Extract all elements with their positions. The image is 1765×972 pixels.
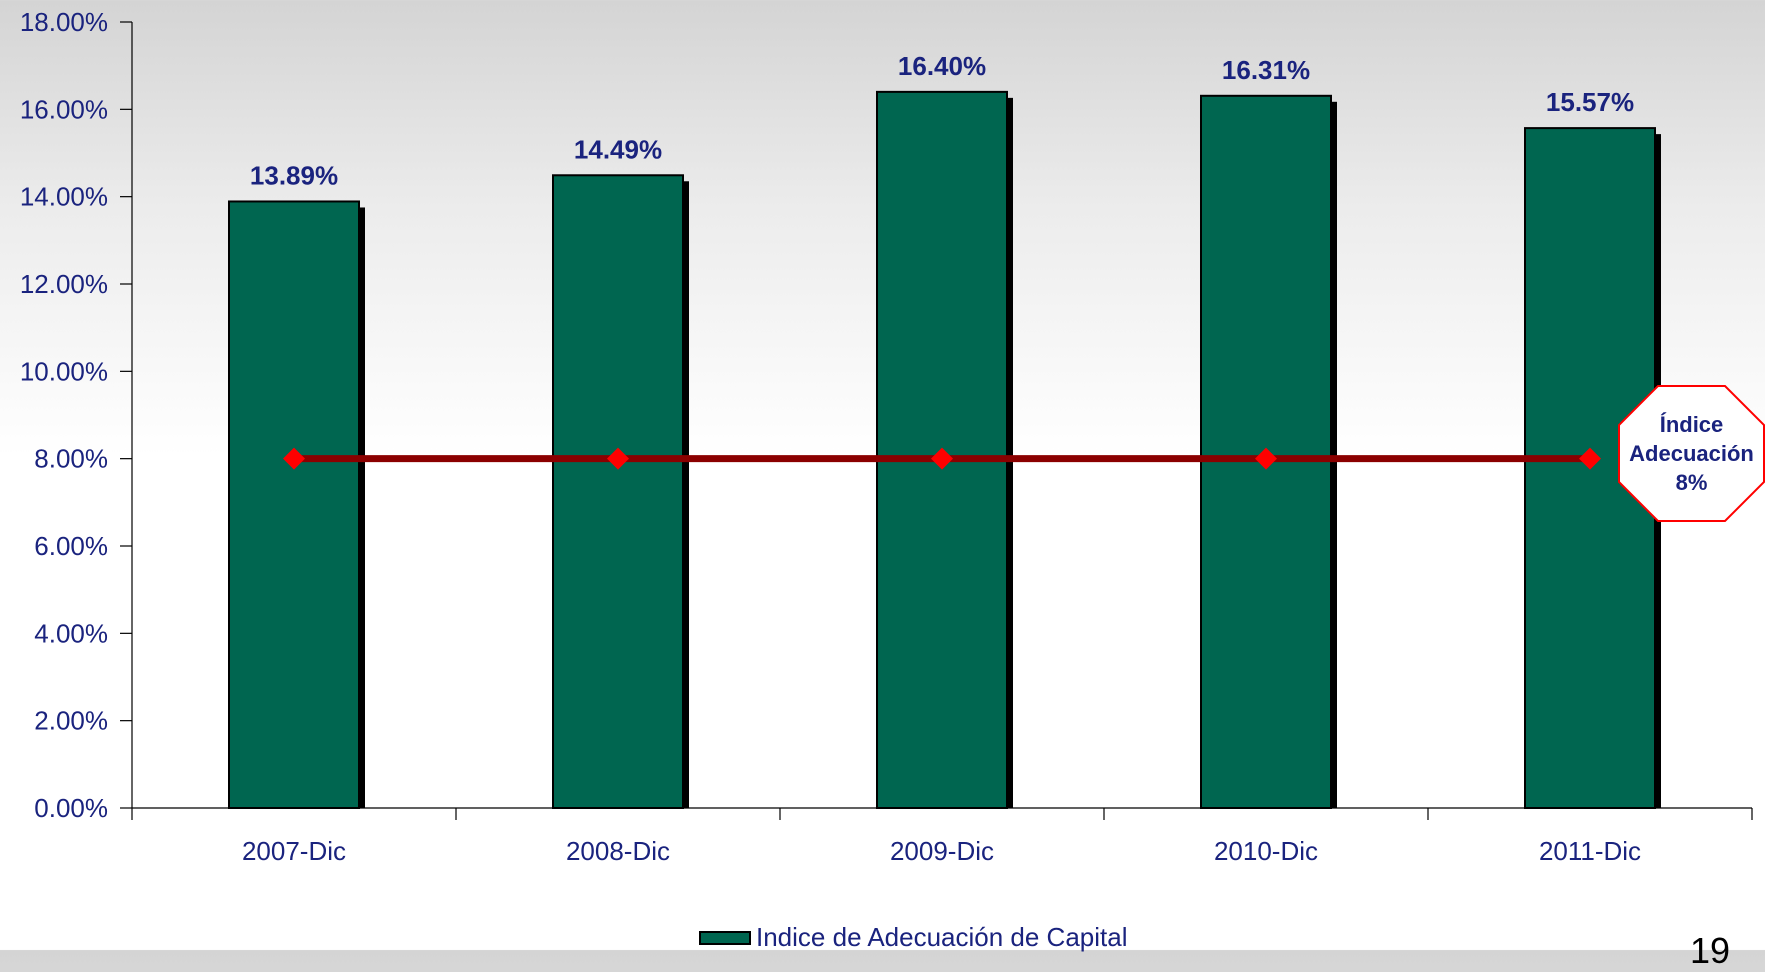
x-tick-label: 2011-Dic: [1539, 836, 1641, 866]
reference-marker: [931, 447, 953, 470]
reference-marker: [607, 447, 629, 470]
y-tick-label: 16.00%: [20, 94, 108, 124]
reference-marker: [1255, 447, 1277, 470]
callout-line-1: Índice: [1659, 412, 1724, 437]
legend: Indice de Adecuación de Capital: [699, 922, 1128, 953]
data-label: 13.89%: [250, 160, 338, 190]
bar: [552, 174, 684, 809]
y-axis: 0.00% 2.00% 4.00% 6.00% 8.00% 10.00% 12.00% 14.…: [20, 7, 133, 823]
y-tick-label: 6.00%: [34, 531, 108, 561]
callout-text: Índice Adecuación 8%: [1618, 410, 1765, 497]
x-tick-label: 2010-Dic: [1214, 836, 1318, 866]
data-labels: 13.89% 14.49% 16.40% 16.31% 15.57%: [250, 51, 1634, 191]
callout-octagon: [1618, 385, 1765, 522]
x-axis: 2007-Dic 2008-Dic 2009-Dic 2010-Dic 2011-Dic: [131, 807, 1753, 866]
y-tick-label: 18.00%: [20, 7, 108, 37]
bars: [228, 90, 1661, 810]
callout-line-2: Adecuación: [1629, 441, 1754, 466]
bar-chart: 0.00% 2.00% 4.00% 6.00% 8.00% 10.00% 12.00% 14.…: [20, 7, 1753, 866]
data-label: 16.31%: [1222, 55, 1310, 85]
y-tick-label: 8.00%: [34, 444, 108, 474]
legend-label: Indice de Adecuación de Capital: [756, 922, 1128, 952]
data-label: 15.57%: [1546, 87, 1634, 117]
x-tick-label: 2007-Dic: [242, 836, 346, 866]
reference-marker: [1579, 447, 1601, 470]
data-label: 14.49%: [574, 134, 662, 164]
bar: [228, 200, 360, 810]
legend-swatch: [699, 930, 751, 945]
y-tick-label: 12.00%: [20, 269, 108, 299]
callout-line-3: 8%: [1675, 470, 1708, 495]
y-tick-label: 0.00%: [34, 793, 108, 823]
reference-line-8-percent: [283, 447, 1601, 470]
y-tick-label: 14.00%: [20, 182, 108, 212]
x-tick-label: 2009-Dic: [890, 836, 994, 866]
y-tick-label: 10.00%: [20, 356, 108, 386]
x-tick-label: 2008-Dic: [566, 836, 670, 866]
y-tick-label: 4.00%: [34, 618, 108, 648]
page-number: 19: [1690, 930, 1731, 971]
y-tick-label: 2.00%: [34, 706, 108, 736]
data-label: 16.40%: [898, 51, 986, 81]
reference-marker: [283, 447, 305, 470]
